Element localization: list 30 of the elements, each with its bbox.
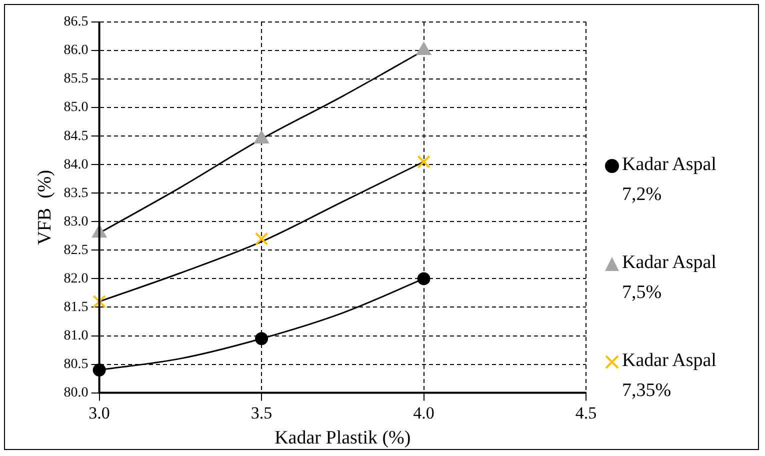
point xyxy=(92,294,106,308)
y-tick-label: 82.5 xyxy=(64,242,88,258)
y-tick-label: 84.0 xyxy=(64,157,88,172)
point xyxy=(254,130,269,144)
y-tick-label: 83.5 xyxy=(64,186,88,201)
y-tick-label: 80.0 xyxy=(64,385,88,400)
y-tick-label: 85.5 xyxy=(64,72,88,87)
y-tick-label: 84.5 xyxy=(64,128,88,144)
point xyxy=(417,155,430,168)
point xyxy=(255,332,268,346)
y-tick-label: 81.5 xyxy=(64,300,88,315)
point xyxy=(254,232,268,246)
x-tick-label: 3.0 xyxy=(88,403,110,422)
point xyxy=(417,272,430,286)
x-tick-label: 4.5 xyxy=(575,403,597,422)
x-axis-title: Kadar Plastik (%) xyxy=(274,428,411,449)
point xyxy=(416,42,432,56)
y-axis-title: VFB (%) xyxy=(34,170,56,245)
y-tick-label: 81.0 xyxy=(64,328,88,344)
legend-label: Kadar Aspal 7,35% xyxy=(622,349,718,403)
y-tick-label: 86.5 xyxy=(64,14,88,30)
y-tick-label: 85.0 xyxy=(64,100,88,116)
x-tick-label: 3.5 xyxy=(250,403,272,422)
y-tick-label: 82.0 xyxy=(64,271,88,286)
legend-label: Kadar Aspal 7,5% xyxy=(622,251,718,305)
x-tick-label: 4.0 xyxy=(413,403,434,422)
y-tick-label: 80.5 xyxy=(64,356,88,372)
y-tick-label: 86.0 xyxy=(64,43,88,58)
legend-label: Kadar Aspal 7,2% xyxy=(622,153,718,207)
y-tick-label: 83.0 xyxy=(64,214,88,230)
